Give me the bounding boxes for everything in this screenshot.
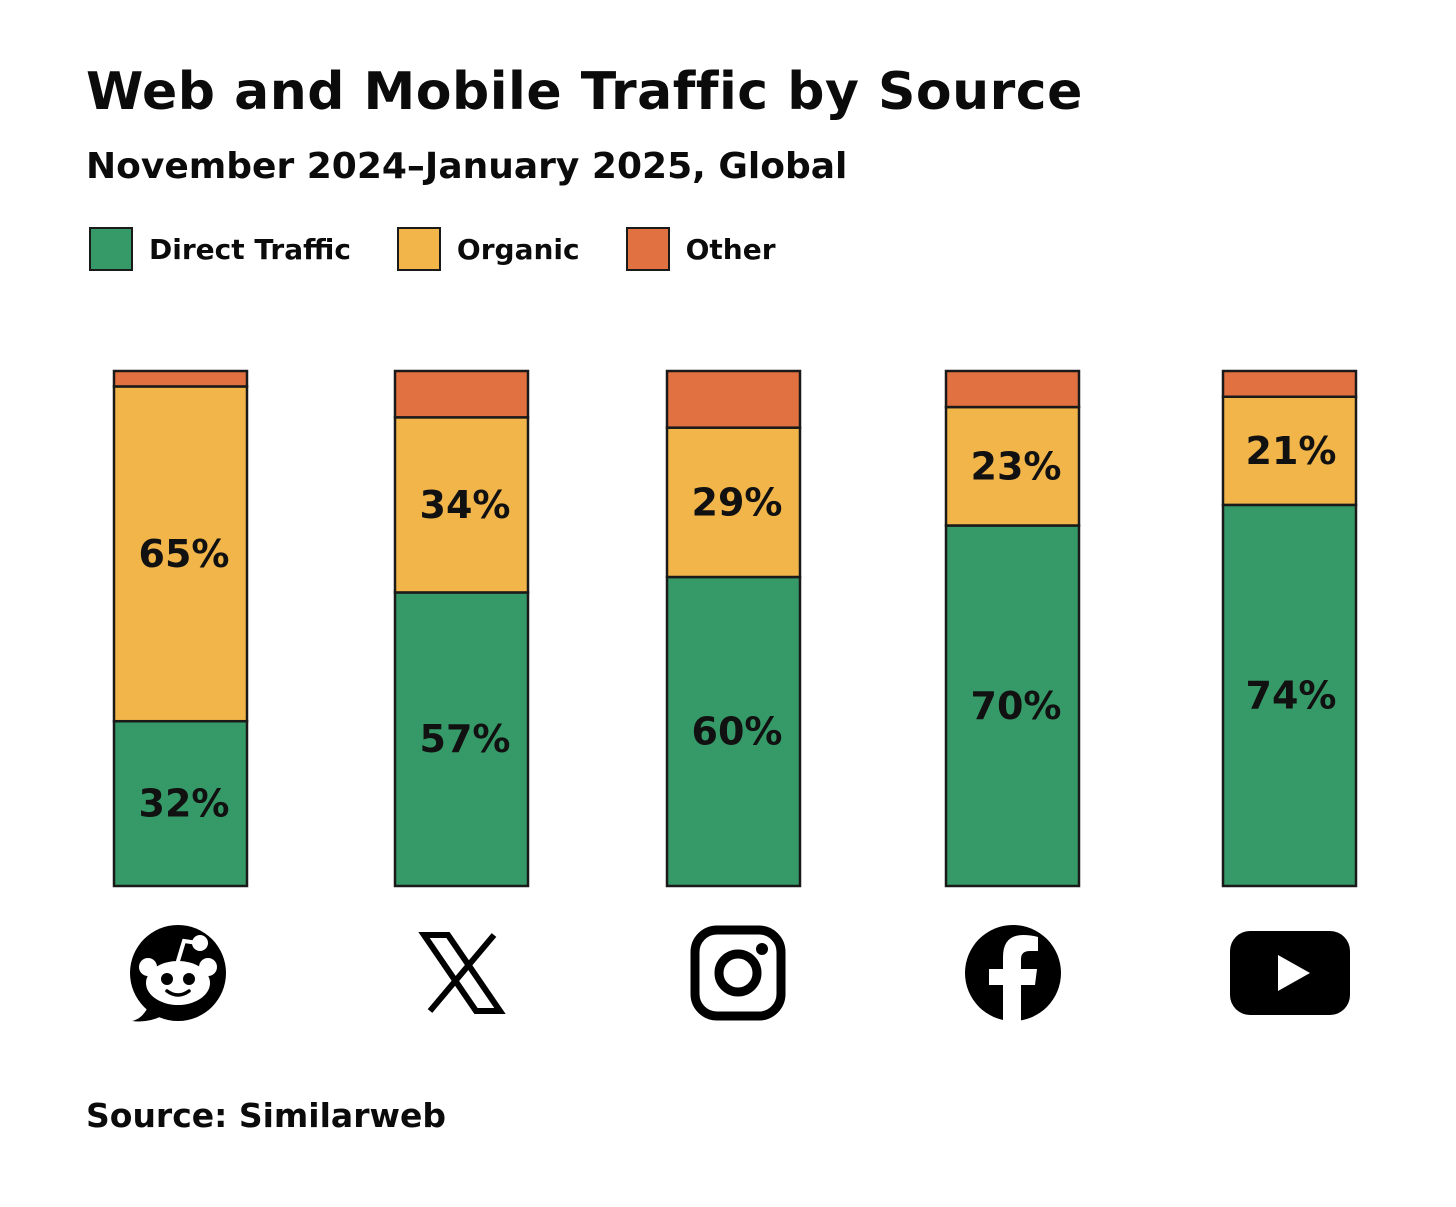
legend-item-other: Other	[625, 227, 776, 271]
data-label-instagram-direct: 60%	[692, 710, 783, 754]
bar-youtube-other	[1221, 369, 1358, 398]
bar-instagram-direct	[665, 575, 802, 888]
legend-swatch-direct	[89, 227, 133, 271]
bar-facebook-direct	[944, 524, 1081, 888]
data-label-x-direct: 57%	[420, 717, 511, 761]
legend-label-organic: Organic	[456, 232, 580, 266]
data-label-reddit-organic: 65%	[139, 532, 230, 576]
data-label-youtube-direct: 74%	[1246, 673, 1337, 717]
legend-swatch-other	[625, 227, 670, 271]
data-label-facebook-direct: 70%	[971, 684, 1062, 728]
bar-reddit-direct	[112, 719, 249, 888]
data-label-x-organic: 34%	[420, 483, 511, 527]
source-note: Source: Similarweb	[86, 1096, 446, 1135]
legend-label-direct: Direct Traffic	[149, 232, 351, 266]
facebook-icon	[965, 925, 1061, 1021]
bars-group	[112, 369, 1358, 888]
x-icon	[418, 932, 506, 1014]
bar-reddit-organic	[112, 385, 249, 723]
legend: Direct Traffic Organic Other	[89, 227, 822, 271]
data-label-reddit-direct: 32%	[139, 782, 230, 826]
bar-facebook-other	[944, 369, 1081, 409]
data-label-facebook-organic: 23%	[971, 444, 1062, 488]
data-label-youtube-organic: 21%	[1246, 429, 1337, 473]
bar-youtube-organic	[1221, 395, 1358, 507]
bar-youtube-direct	[1221, 503, 1358, 888]
legend-item-direct: Direct Traffic	[89, 227, 351, 271]
data-label-instagram-organic: 29%	[692, 480, 783, 524]
bar-instagram-other	[665, 369, 802, 429]
chart-title: Web and Mobile Traffic by Source	[86, 62, 1083, 122]
labels-group: 32% 65% 57% 34% 60% 29% 70% 23% 74% 21%	[139, 429, 1337, 826]
reddit-icon	[130, 925, 226, 1022]
legend-label-other: Other	[685, 232, 776, 266]
chart-subtitle: November 2024–January 2025, Global	[86, 146, 848, 187]
bar-x-other	[393, 369, 530, 419]
legend-item-organic: Organic	[396, 227, 580, 271]
youtube-icon	[1230, 931, 1350, 1015]
bar-x-direct	[393, 591, 530, 888]
legend-swatch-organic	[396, 227, 441, 271]
instagram-icon	[690, 925, 786, 1021]
bar-reddit-other	[112, 369, 249, 388]
bar-instagram-organic	[665, 426, 802, 579]
bar-facebook-organic	[944, 405, 1081, 527]
